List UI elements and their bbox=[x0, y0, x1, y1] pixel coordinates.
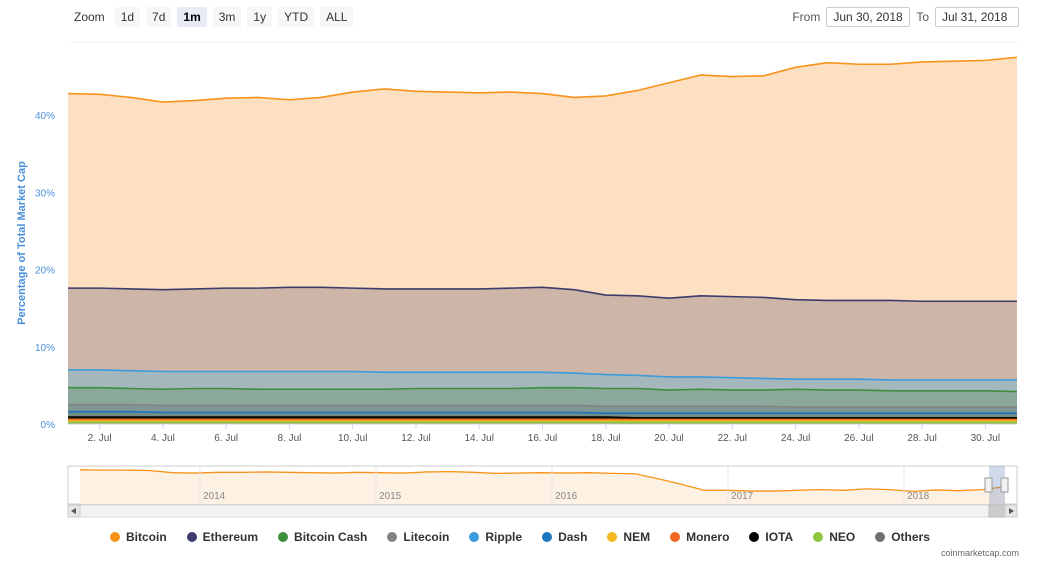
legend-label: IOTA bbox=[765, 530, 794, 544]
market-cap-chart: 0% 10% 20% 30% 40% Percentage of Total Market… bbox=[16, 41, 1018, 518]
navigator-handle[interactable] bbox=[984, 477, 993, 493]
x-tick-label: 4. Jul bbox=[151, 433, 175, 444]
legend-item-dash[interactable]: Dash bbox=[542, 530, 587, 544]
navigator-handle[interactable] bbox=[1000, 477, 1009, 493]
zoom-button-7d[interactable]: 7d bbox=[146, 7, 172, 27]
x-tick-label: 2. Jul bbox=[88, 433, 112, 444]
zoom-button-all[interactable]: ALL bbox=[320, 7, 354, 27]
legend-swatch bbox=[110, 532, 120, 542]
from-date-input[interactable] bbox=[826, 7, 911, 27]
zoom-bar: Zoom 1d 7d 1m 3m 1y YTD ALL bbox=[74, 7, 354, 27]
legend-swatch bbox=[813, 532, 824, 542]
scrollbar-thumb[interactable] bbox=[988, 504, 1006, 518]
navigator-year-label: 2017 bbox=[731, 491, 754, 502]
legend-swatch bbox=[875, 532, 886, 542]
arrow-right-icon bbox=[1009, 508, 1014, 514]
legend-item-ripple[interactable]: Ripple bbox=[469, 530, 522, 544]
x-tick-label: 28. Jul bbox=[907, 433, 936, 444]
series-line-litecoin bbox=[68, 403, 1017, 408]
legend-label: Litecoin bbox=[403, 530, 450, 544]
legend-swatch bbox=[469, 532, 480, 542]
x-tick-label: 18. Jul bbox=[591, 433, 620, 444]
navigator-selection bbox=[989, 466, 1005, 504]
zoom-button-1d[interactable]: 1d bbox=[114, 7, 141, 27]
x-tick-label: 14. Jul bbox=[464, 433, 493, 444]
x-tick-label: 6. Jul bbox=[214, 433, 238, 444]
x-tick-label: 24. Jul bbox=[781, 433, 810, 444]
legend-swatch bbox=[387, 532, 398, 542]
legend-swatch bbox=[749, 532, 760, 542]
y-tick-label: 30% bbox=[35, 188, 55, 199]
navigator-year-label: 2014 bbox=[203, 491, 226, 502]
legend-label: Bitcoin bbox=[126, 530, 167, 544]
x-tick-label: 30. Jul bbox=[971, 433, 1000, 444]
legend-item-others[interactable]: Others bbox=[875, 530, 930, 544]
x-tick-label: 8. Jul bbox=[277, 433, 301, 444]
legend-item-iota[interactable]: IOTA bbox=[749, 530, 793, 544]
legend-item-ethereum[interactable]: Ethereum bbox=[186, 530, 259, 544]
x-tick-label: 26. Jul bbox=[844, 433, 873, 444]
legend-label: Ethereum bbox=[202, 530, 259, 544]
from-label: From bbox=[792, 10, 821, 24]
legend-swatch bbox=[278, 532, 289, 542]
legend-label: Ripple bbox=[485, 530, 523, 544]
legend-label: Bitcoin Cash bbox=[294, 530, 368, 544]
series-line-dash bbox=[68, 410, 1017, 414]
legend-item-neo[interactable]: NEO bbox=[813, 530, 855, 544]
x-tick-label: 20. Jul bbox=[654, 433, 683, 444]
legend-swatch bbox=[607, 532, 618, 542]
to-label: To bbox=[916, 10, 929, 24]
legend-item-nem[interactable]: NEM bbox=[607, 530, 650, 544]
chart-legend: Bitcoin Ethereum Bitcoin Cash Litecoin Rippl… bbox=[110, 530, 930, 544]
series-line-bitcoin bbox=[67, 56, 1018, 103]
zoom-button-1m[interactable]: 1m bbox=[177, 7, 207, 27]
legend-label: NEO bbox=[829, 530, 856, 544]
credit-text: coinmarketcap.com bbox=[940, 548, 1019, 558]
y-tick-label: 10% bbox=[35, 343, 55, 354]
legend-item-bitcoin-cash[interactable]: Bitcoin Cash bbox=[278, 530, 367, 544]
to-date-input[interactable] bbox=[935, 7, 1019, 27]
x-tick-label: 16. Jul bbox=[528, 433, 557, 444]
x-tick-label: 12. Jul bbox=[401, 433, 430, 444]
navigator-year-label: 2015 bbox=[379, 491, 402, 502]
legend-item-litecoin[interactable]: Litecoin bbox=[387, 530, 449, 544]
legend-swatch bbox=[186, 532, 197, 542]
series-line-iota bbox=[68, 416, 1017, 419]
zoom-button-ytd[interactable]: YTD bbox=[278, 7, 315, 27]
legend-label: NEM bbox=[623, 530, 651, 544]
legend-item-bitcoin[interactable]: Bitcoin bbox=[110, 530, 167, 544]
y-tick-label: 0% bbox=[41, 420, 56, 431]
zoom-button-3m[interactable]: 3m bbox=[212, 7, 242, 27]
navigator-year-label: 2018 bbox=[907, 491, 930, 502]
y-tick-label: 40% bbox=[35, 111, 55, 122]
arrow-left-icon bbox=[71, 508, 76, 514]
legend-item-monero[interactable]: Monero bbox=[670, 530, 729, 544]
x-tick-label: 10. Jul bbox=[338, 433, 367, 444]
navigator-line bbox=[79, 469, 1006, 493]
zoom-label: Zoom bbox=[74, 10, 105, 24]
zoom-button-1y[interactable]: 1y bbox=[247, 7, 273, 27]
y-tick-label: 20% bbox=[35, 266, 55, 277]
navigator-year-label: 2016 bbox=[555, 491, 578, 502]
legend-swatch bbox=[542, 532, 553, 542]
scrollbar-track bbox=[67, 504, 1018, 518]
legend-swatch bbox=[670, 532, 681, 542]
series-line-ethereum bbox=[68, 286, 1017, 303]
y-axis-title: Percentage of Total Market Cap bbox=[16, 161, 28, 325]
legend-label: Others bbox=[891, 530, 930, 544]
series-line-ripple bbox=[68, 369, 1017, 381]
date-range: From To bbox=[792, 7, 1019, 27]
legend-label: Dash bbox=[558, 530, 588, 544]
series-line-bitcoin-cash bbox=[68, 386, 1018, 393]
x-tick-label: 22. Jul bbox=[718, 433, 747, 444]
legend-label: Monero bbox=[686, 530, 730, 544]
navigator-area bbox=[80, 469, 1005, 504]
